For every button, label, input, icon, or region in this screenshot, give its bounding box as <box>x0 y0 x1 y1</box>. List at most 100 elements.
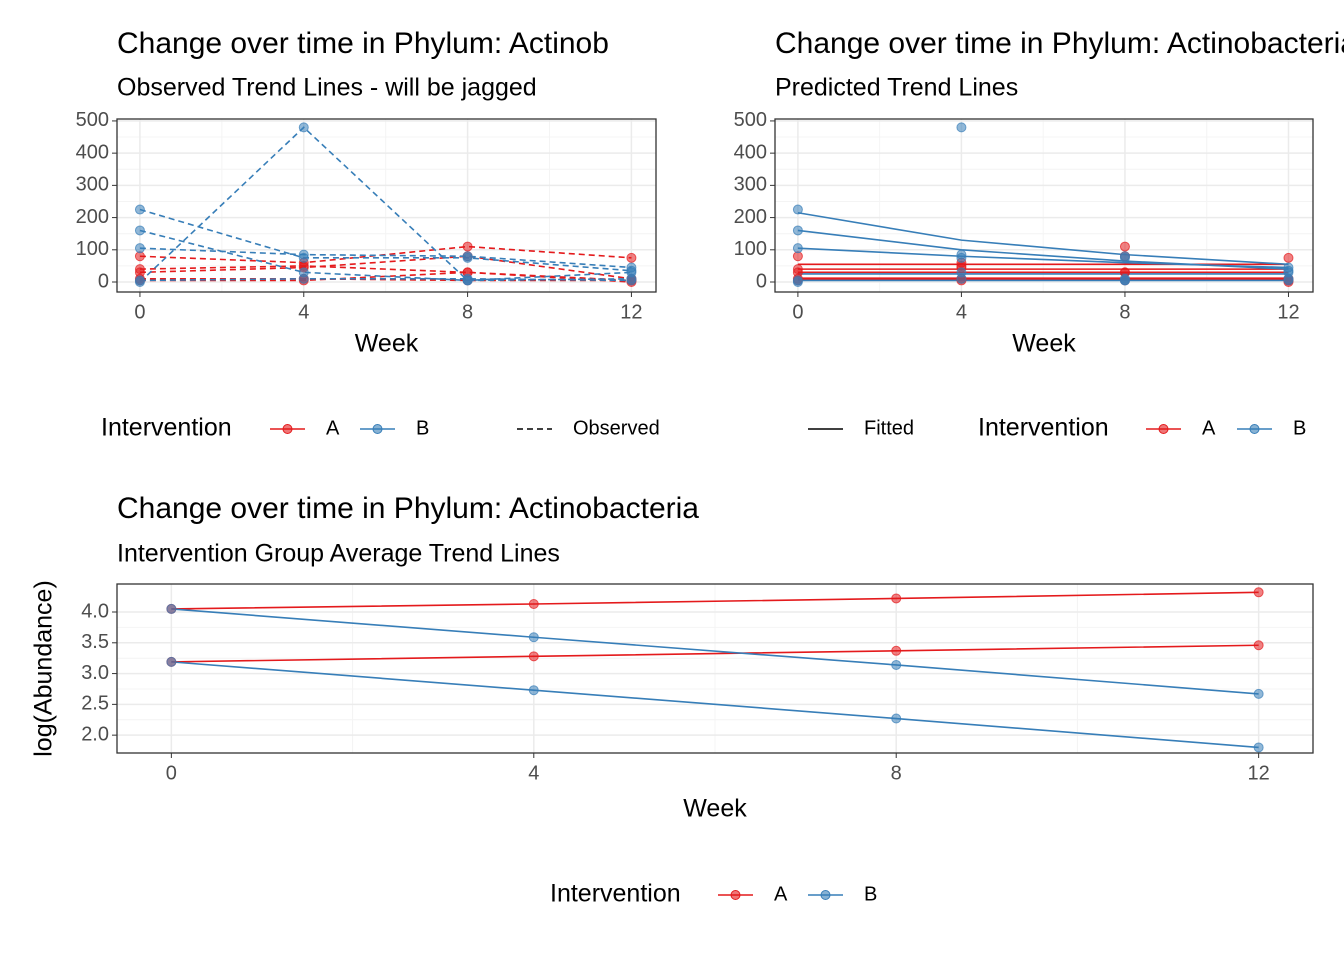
y-tick-label: 0 <box>98 270 109 292</box>
x-tick-label: 8 <box>891 762 902 784</box>
y-tick-label: 200 <box>734 206 767 228</box>
legend-key <box>1158 424 1169 434</box>
data-point <box>956 273 967 284</box>
legend-title: Intervention <box>101 414 232 442</box>
legend-label: Fitted <box>864 417 914 439</box>
legend-label: Observed <box>573 417 660 439</box>
data-point <box>134 275 145 286</box>
legend-label: A <box>774 883 788 905</box>
data-point <box>891 713 902 724</box>
trend-line <box>139 245 632 264</box>
y-tick-label: 0 <box>756 270 767 292</box>
trend-line <box>139 229 632 282</box>
legend-title: Intervention <box>550 880 681 908</box>
y-tick-label: 400 <box>734 141 767 163</box>
legend-key <box>730 890 741 900</box>
trend-line <box>171 591 1259 610</box>
panel-average: 2.0 2.5 3.0 3.5 4.0 0 4 8 12 Change over time in … <box>30 492 1314 908</box>
panel-predicted: 0 100 200 300 400 500 0 4 8 12 Change over time in… <box>734 27 1344 442</box>
trend-line <box>139 255 632 280</box>
x-tick-label: 4 <box>528 762 539 784</box>
data-point <box>462 241 473 252</box>
y-tick-label: 100 <box>734 238 767 260</box>
x-tick-label: 0 <box>166 762 177 784</box>
legend-label: B <box>1293 417 1306 439</box>
y-tick-label: 2.5 <box>81 693 109 715</box>
data-point <box>166 656 177 667</box>
chart-title: Change over time in Phylum: Actinob <box>117 27 609 60</box>
y-tick-label: 100 <box>76 238 109 260</box>
y-tick-label: 4.0 <box>81 600 109 622</box>
chart-subtitle: Observed Trend Lines - will be jagged <box>117 74 537 102</box>
data-point <box>166 603 177 614</box>
y-tick-label: 300 <box>76 174 109 196</box>
x-tick-label: 8 <box>1119 301 1130 323</box>
trend-line <box>139 277 632 282</box>
data-point <box>792 275 803 286</box>
data-point <box>626 252 637 263</box>
y-tick-label: 500 <box>76 109 109 131</box>
x-tick-label: 12 <box>620 301 642 323</box>
data-point <box>1253 640 1264 651</box>
data-point <box>792 204 803 215</box>
data-point <box>134 225 145 236</box>
plot-border <box>116 583 1314 754</box>
data-point <box>1253 742 1264 753</box>
data-point <box>1119 273 1130 284</box>
data-point <box>1119 251 1130 262</box>
y-tick-label: 500 <box>734 109 767 131</box>
plot-border <box>774 118 1314 293</box>
data-point <box>1119 241 1130 252</box>
legend-key <box>820 890 831 900</box>
trend-line <box>139 265 632 283</box>
data-point <box>792 225 803 236</box>
trend-line <box>171 644 1259 663</box>
data-point <box>528 651 539 662</box>
data-point <box>298 249 309 260</box>
y-tick-label: 200 <box>76 206 109 228</box>
x-axis-title: Week <box>1012 330 1076 358</box>
data-point <box>462 251 473 262</box>
x-axis-title: Week <box>355 330 419 358</box>
legend-label: A <box>1202 417 1216 439</box>
y-tick-label: 3.0 <box>81 662 109 684</box>
y-tick-label: 400 <box>76 141 109 163</box>
legend-label: A <box>326 417 340 439</box>
data-point <box>528 685 539 696</box>
trend-line <box>139 208 632 272</box>
data-point <box>1283 252 1294 263</box>
data-point <box>891 593 902 604</box>
panel-observed: 0 100 200 300 400 500 0 4 8 12 Change over time in… <box>76 27 660 442</box>
data-point <box>626 275 637 286</box>
x-axis-title: Week <box>683 795 747 823</box>
trend-line <box>139 126 632 283</box>
data-point <box>792 243 803 254</box>
x-tick-label: 0 <box>134 301 145 323</box>
trend-line <box>171 661 1259 749</box>
legend-label: B <box>416 417 429 439</box>
chart-title: Change over time in Phylum: Actinobacter… <box>775 27 1344 60</box>
data-point <box>891 645 902 656</box>
x-tick-label: 12 <box>1277 301 1299 323</box>
x-tick-label: 4 <box>298 301 309 323</box>
trend-line <box>797 211 1289 266</box>
trend-line <box>139 277 632 282</box>
data-point <box>792 264 803 275</box>
data-point <box>956 249 967 260</box>
trend-line <box>171 608 1259 695</box>
plot-border <box>116 118 657 293</box>
legend-key <box>1249 424 1260 434</box>
data-point <box>1253 688 1264 699</box>
data-point <box>956 122 967 133</box>
plot-background <box>775 119 1313 292</box>
data-point <box>891 659 902 670</box>
chart-subtitle: Predicted Trend Lines <box>775 74 1018 102</box>
x-tick-label: 4 <box>956 301 967 323</box>
data-point <box>298 122 309 133</box>
data-point <box>1253 587 1264 598</box>
legend-key <box>372 424 383 434</box>
trend-line <box>797 229 1289 270</box>
x-tick-label: 12 <box>1248 762 1270 784</box>
legend-label: B <box>864 883 877 905</box>
